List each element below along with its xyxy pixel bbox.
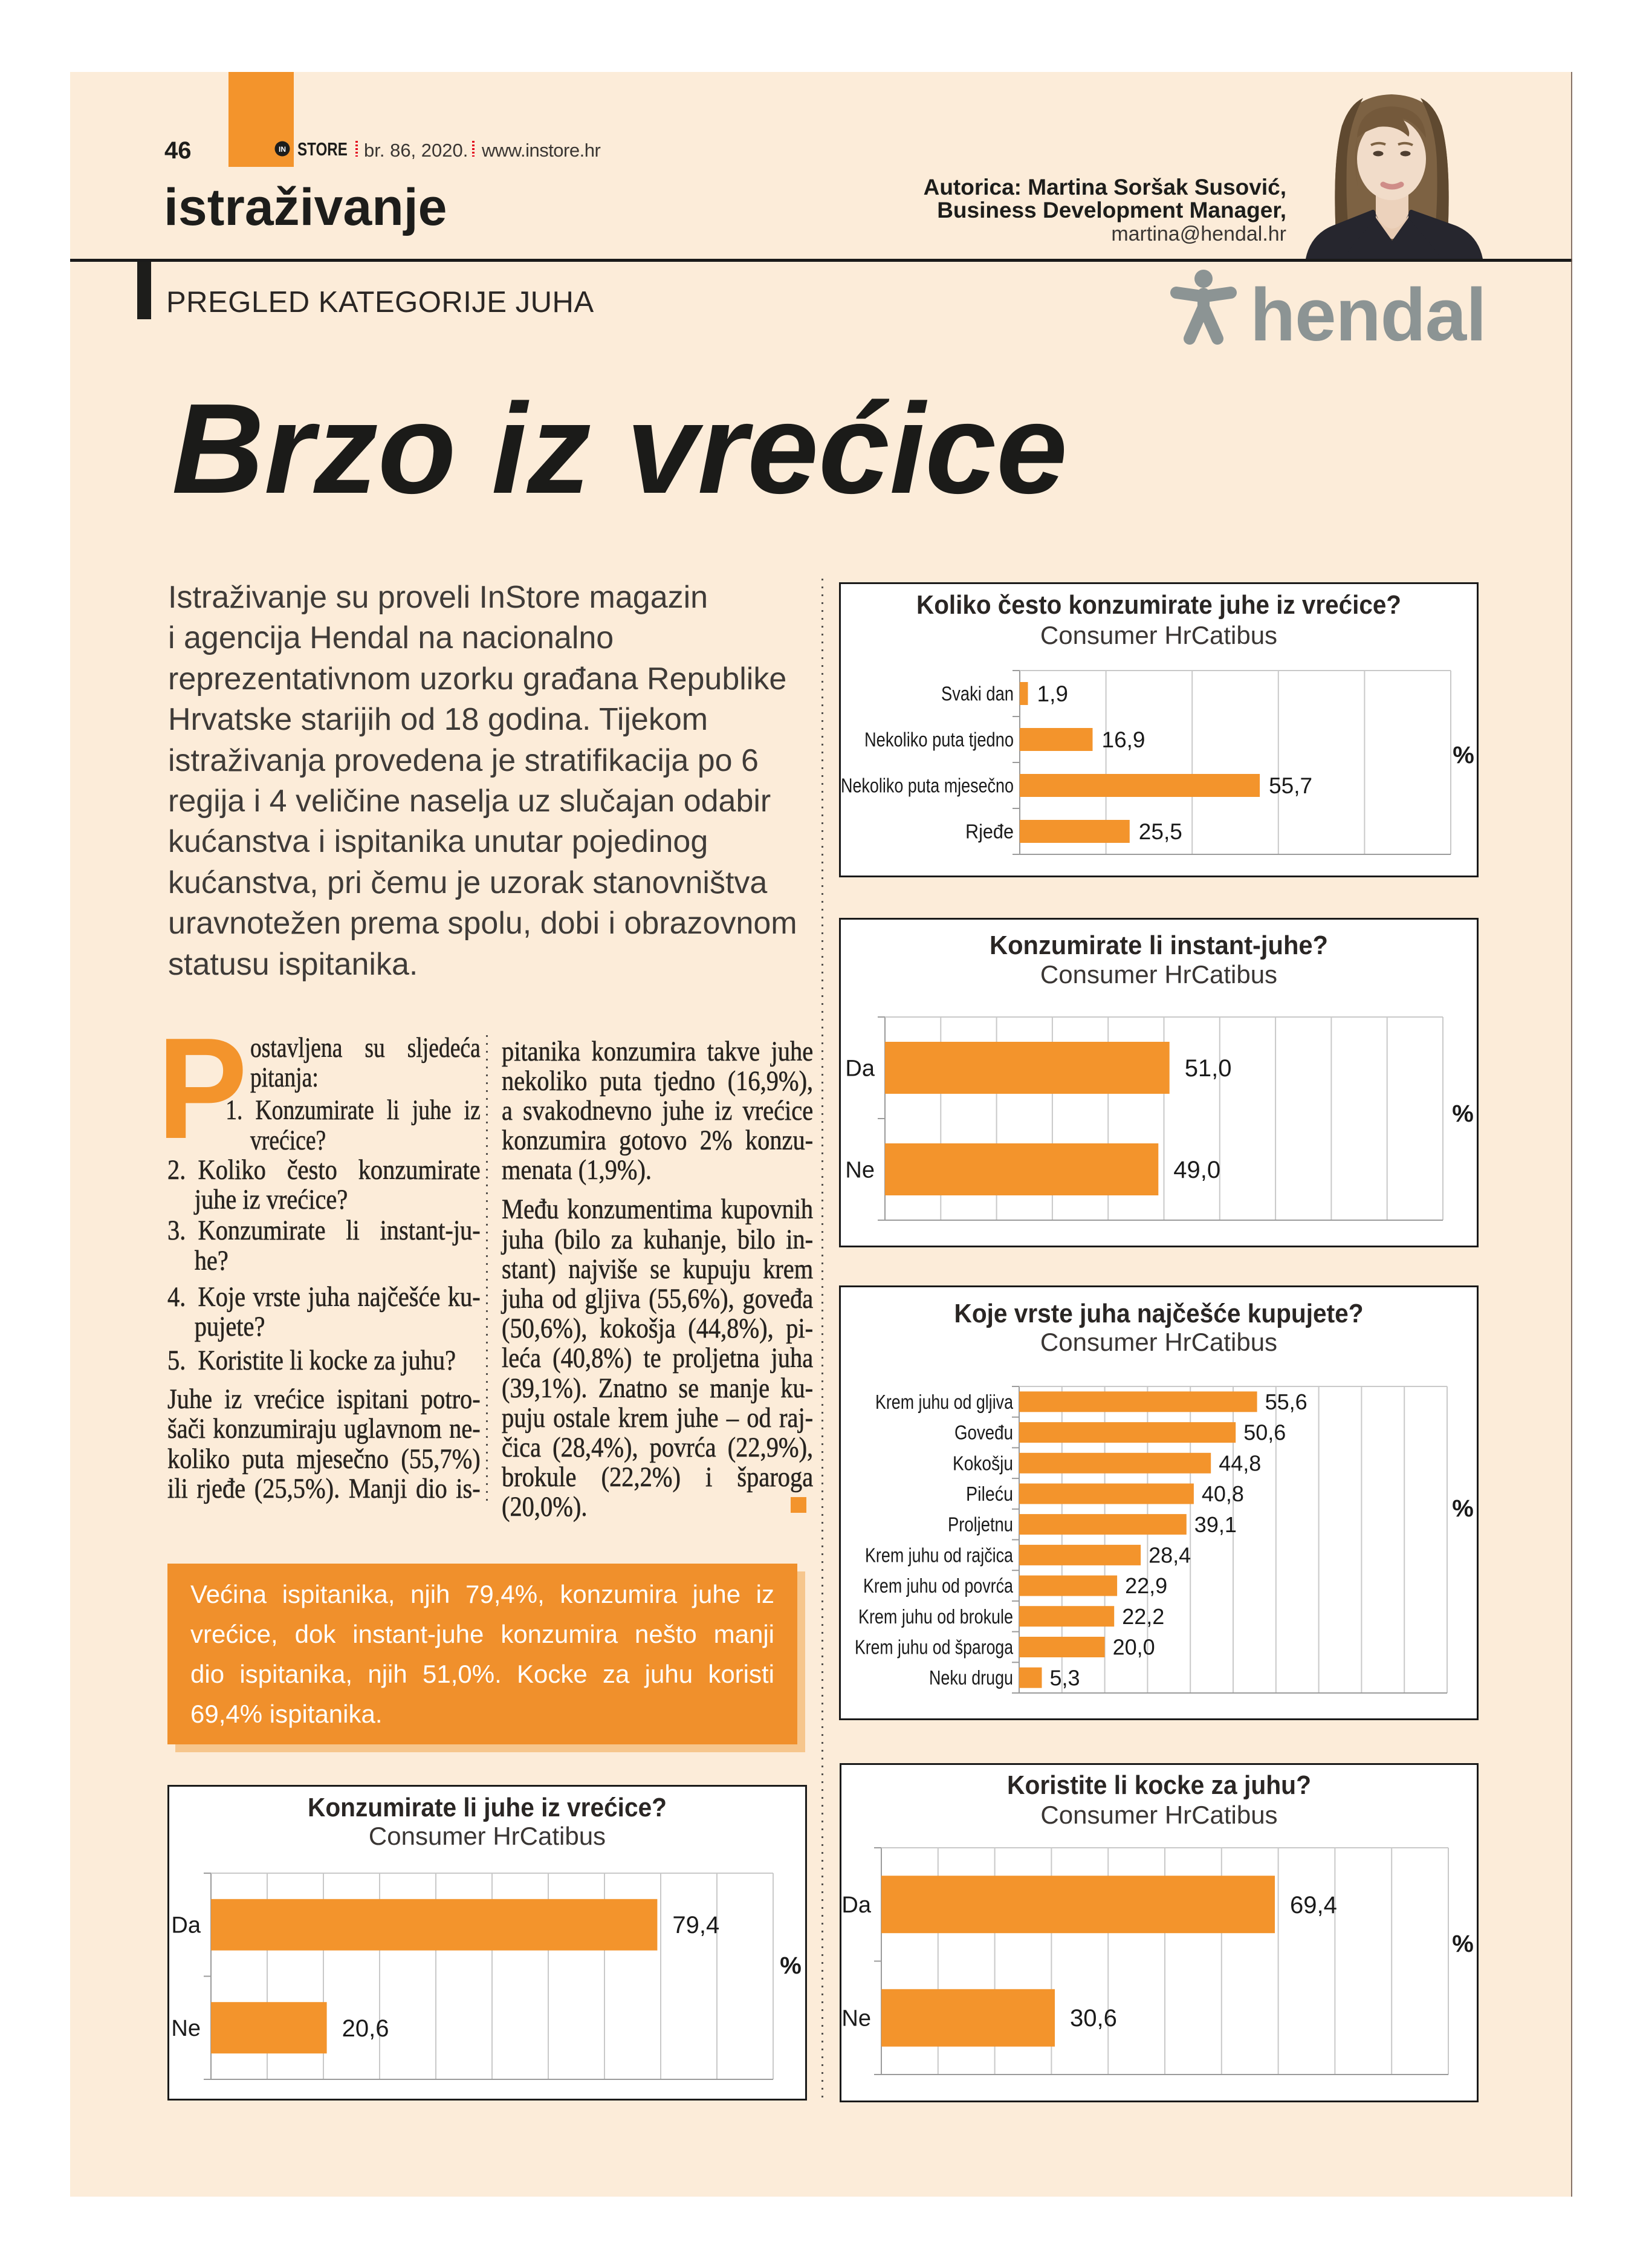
svg-text:Kokošju: Kokošju: [953, 1452, 1013, 1474]
svg-text:55,6: 55,6: [1265, 1389, 1307, 1414]
svg-text:Consumer HrCatibus: Consumer HrCatibus: [1040, 1801, 1277, 1829]
svg-text:Konzumirate li instant-juhe?: Konzumirate li instant-juhe?: [990, 931, 1328, 960]
svg-text:79,4: 79,4: [672, 1912, 719, 1938]
svg-text:IN: IN: [279, 145, 286, 154]
svg-text:Pileću: Pileću: [966, 1483, 1013, 1505]
svg-text:39,1: 39,1: [1194, 1512, 1237, 1537]
svg-text:Proljetnu: Proljetnu: [948, 1513, 1013, 1536]
svg-text:Consumer HrCatibus: Consumer HrCatibus: [1040, 621, 1277, 649]
svg-text:69,4: 69,4: [1290, 1892, 1337, 1919]
svg-text:25,5: 25,5: [1139, 819, 1182, 844]
svg-text:30,6: 30,6: [1070, 2005, 1117, 2032]
svg-text:Da: Da: [841, 1893, 871, 1918]
svg-text:55,7: 55,7: [1269, 773, 1312, 798]
svg-text:50,6: 50,6: [1243, 1420, 1286, 1445]
svg-text:Ne: Ne: [171, 2016, 201, 2041]
svg-text:Krem juhu od šparoga: Krem juhu od šparoga: [855, 1636, 1014, 1659]
svg-text:Da: Da: [845, 1056, 875, 1081]
svg-text:20,0: 20,0: [1113, 1635, 1155, 1660]
svg-text:Goveđu: Goveđu: [954, 1422, 1013, 1444]
svg-text:%: %: [1453, 742, 1474, 768]
svg-text:Consumer HrCatibus: Consumer HrCatibus: [1040, 960, 1277, 989]
svg-text:Ne: Ne: [845, 1157, 875, 1183]
svg-text:49,0: 49,0: [1173, 1157, 1220, 1183]
svg-text:Koristite li kocke za juhu?: Koristite li kocke za juhu?: [1007, 1770, 1311, 1800]
svg-text:40,8: 40,8: [1202, 1481, 1244, 1506]
svg-text:Ne: Ne: [841, 2006, 871, 2032]
svg-text:Consumer HrCatibus: Consumer HrCatibus: [1040, 1328, 1277, 1356]
svg-text:Da: Da: [171, 1913, 201, 1938]
svg-text:5,3: 5,3: [1050, 1665, 1080, 1690]
svg-text:Krem juhu od gljiva: Krem juhu od gljiva: [875, 1391, 1014, 1413]
svg-text:Koliko često konzumirate juhe: Koliko često konzumirate juhe iz vrećice…: [916, 590, 1401, 620]
svg-text:Nekoliko puta mjesečno: Nekoliko puta mjesečno: [841, 775, 1014, 797]
svg-text:Rjeđe: Rjeđe: [965, 820, 1014, 843]
svg-text:Krem juhu od povrća: Krem juhu od povrća: [863, 1574, 1014, 1597]
svg-text:1,9: 1,9: [1037, 681, 1068, 706]
svg-text:Consumer HrCatibus: Consumer HrCatibus: [369, 1822, 606, 1850]
svg-text:Svaki dan: Svaki dan: [941, 683, 1014, 705]
svg-text:28,4: 28,4: [1149, 1543, 1191, 1568]
svg-text:22,9: 22,9: [1125, 1573, 1167, 1598]
svg-text:51,0: 51,0: [1185, 1055, 1232, 1082]
svg-text:%: %: [1452, 1931, 1474, 1957]
svg-text:44,8: 44,8: [1219, 1451, 1261, 1475]
svg-text:Krem juhu od brokule: Krem juhu od brokule: [858, 1605, 1013, 1628]
svg-text:Neku drugu: Neku drugu: [929, 1666, 1013, 1689]
svg-text:Koje vrste juha najčešće kupuj: Koje vrste juha najčešće kupujete?: [954, 1299, 1364, 1328]
svg-text:Nekoliko puta tjedno: Nekoliko puta tjedno: [864, 729, 1014, 751]
svg-text:Krem juhu od rajčica: Krem juhu od rajčica: [865, 1544, 1014, 1566]
svg-text:20,6: 20,6: [342, 2015, 389, 2042]
svg-text:%: %: [1452, 1495, 1474, 1522]
svg-text:%: %: [780, 1952, 802, 1979]
svg-text:%: %: [1452, 1100, 1474, 1127]
svg-text:16,9: 16,9: [1102, 727, 1145, 752]
svg-text:hendal: hendal: [1250, 274, 1486, 351]
svg-text:22,2: 22,2: [1122, 1604, 1164, 1629]
svg-text:Konzumirate li juhe iz vrećice: Konzumirate li juhe iz vrećice?: [308, 1793, 667, 1822]
